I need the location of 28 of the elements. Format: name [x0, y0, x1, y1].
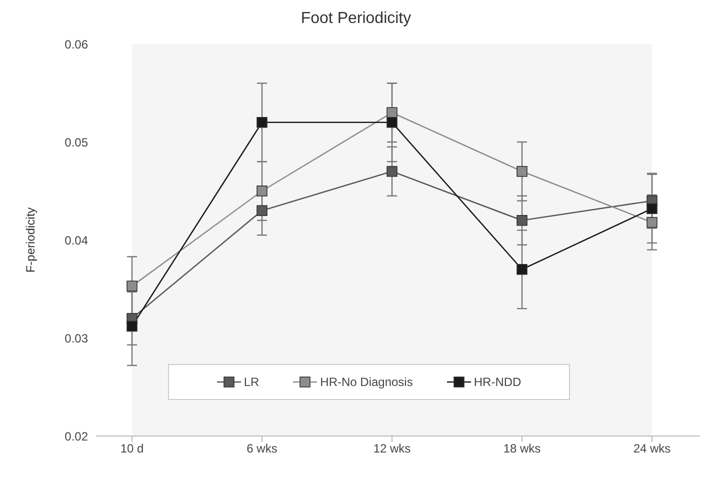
y-tick-label: 0.05: [64, 135, 88, 150]
y-tick-label: 0.02: [64, 429, 88, 444]
point: [646, 203, 658, 214]
point: [386, 107, 398, 118]
y-tick-label: 0.03: [64, 331, 88, 346]
point: [256, 117, 268, 128]
y-tick-label: 0.06: [64, 37, 88, 52]
point: [516, 166, 528, 177]
x-tick-label: 12 wks: [373, 442, 411, 456]
y-tick-label: 0.04: [64, 233, 88, 248]
legend-label: LR: [242, 375, 260, 389]
point: [126, 280, 138, 292]
point: [646, 216, 658, 228]
point: [386, 117, 398, 128]
legend-label: HR-No Diagnosis: [319, 375, 413, 389]
point: [516, 264, 528, 275]
chart-title: Foot Periodicity: [300, 10, 412, 28]
y-axis-title: F-periodicity: [23, 207, 38, 273]
x-tick-label: 10 d: [120, 442, 144, 456]
legend-label: HR-NDD: [472, 375, 522, 389]
point: [516, 215, 528, 226]
x-tick-label: 6 wks: [246, 442, 278, 456]
point: [256, 186, 268, 196]
x-tick-label: 24 wks: [633, 442, 671, 456]
point: [256, 205, 268, 216]
point: [386, 166, 398, 177]
x-tick-label: 18 wks: [503, 442, 541, 456]
point: [126, 320, 138, 332]
